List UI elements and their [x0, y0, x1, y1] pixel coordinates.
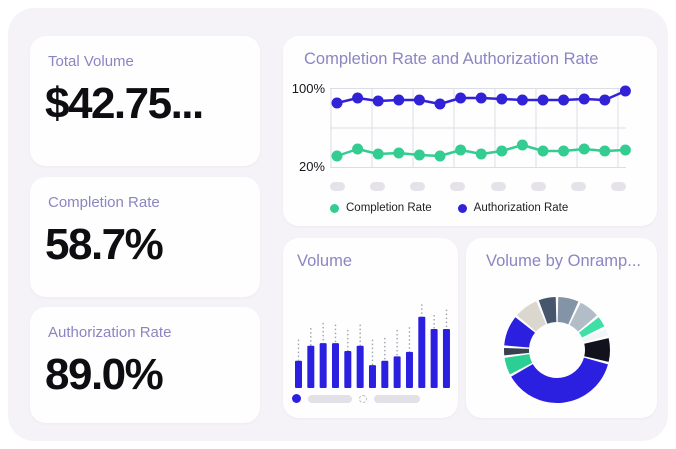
legend-authorization-rate-label: Authorization Rate — [473, 202, 569, 214]
rates-chart-title: Completion Rate and Authorization Rate — [304, 50, 599, 68]
total-volume-label: Total Volume — [48, 53, 134, 70]
authorization-rate-card: Authorization Rate 89.0% — [30, 307, 260, 423]
legend-authorization-rate[interactable]: Authorization Rate — [457, 202, 569, 214]
rates-line-plot — [330, 85, 631, 168]
x-axis-pill — [490, 182, 506, 191]
completion-rate-card: Completion Rate 58.7% — [30, 177, 260, 297]
authorization-rate-dot-icon — [457, 203, 467, 213]
x-axis-label-placeholders — [330, 182, 626, 191]
dashboard-panel: Total Volume $42.75... Completion Rate 5… — [8, 8, 668, 441]
x-axis-pill — [570, 182, 586, 191]
volume-projected-dashed-circle-icon — [359, 394, 367, 403]
volume-by-onramp-donut — [504, 297, 610, 403]
legend-completion-rate[interactable]: Completion Rate — [330, 202, 432, 214]
x-axis-pill — [610, 182, 626, 191]
total-volume-value: $42.75... — [45, 79, 204, 128]
legend-completion-rate-label: Completion Rate — [346, 202, 432, 214]
x-axis-pill — [450, 182, 466, 191]
volume-series-dot-icon — [292, 394, 301, 403]
x-axis-pill — [410, 182, 426, 191]
x-axis-pill — [530, 182, 546, 191]
y-axis-tick-100: 100% — [291, 81, 325, 96]
completion-rate-dot-icon — [330, 203, 339, 213]
volume-chart-title: Volume — [297, 252, 353, 270]
completion-rate-label: Completion Rate — [48, 194, 160, 211]
volume-legend-placeholder-1 — [308, 394, 352, 403]
x-axis-pill — [370, 182, 386, 191]
x-axis-pill — [330, 182, 345, 191]
completion-rate-value: 58.7% — [45, 220, 164, 269]
volume-by-onramp-card: Volume by Onramp... — [466, 238, 657, 418]
total-volume-card: Total Volume $42.75... — [30, 36, 260, 166]
volume-legend-placeholder-2 — [374, 394, 420, 403]
volume-bar-chart — [295, 304, 450, 388]
authorization-rate-label: Authorization Rate — [48, 324, 172, 341]
authorization-rate-value: 89.0% — [45, 350, 164, 399]
volume-chart-legend — [292, 394, 420, 403]
rates-chart-legend: Completion Rate Authorization Rate — [330, 202, 568, 214]
y-axis-tick-20: 20% — [298, 159, 325, 174]
volume-card: Volume — [283, 238, 458, 418]
rates-line-chart-card: Completion Rate and Authorization Rate 1… — [283, 36, 657, 226]
volume-by-onramp-title: Volume by Onramp... — [486, 252, 641, 270]
